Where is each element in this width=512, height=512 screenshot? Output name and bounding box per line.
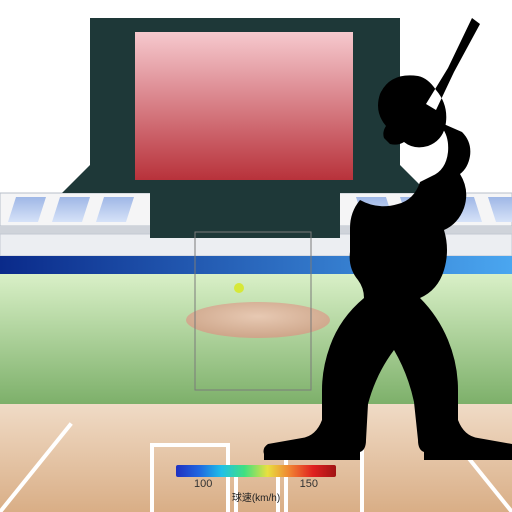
scoreboard-screen bbox=[135, 32, 353, 180]
pitch-ball bbox=[234, 283, 244, 293]
scoreboard-base bbox=[150, 193, 340, 238]
legend-tick-max: 150 bbox=[300, 478, 318, 490]
legend-tick-min: 100 bbox=[194, 478, 212, 490]
legend-gradient-bar bbox=[176, 465, 336, 477]
speed-legend: 100 150 球速(km/h) bbox=[176, 465, 336, 504]
pitch-scene bbox=[0, 0, 512, 512]
pitchers-mound bbox=[186, 302, 330, 338]
legend-label: 球速(km/h) bbox=[176, 489, 336, 504]
